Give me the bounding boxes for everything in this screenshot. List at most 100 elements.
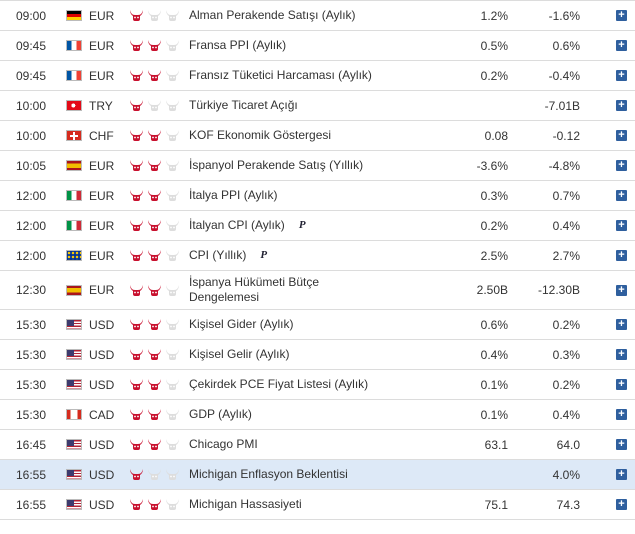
event-cell[interactable]: Kişisel Gelir (Aylık) — [189, 340, 459, 369]
event-time: 10:00 — [16, 98, 47, 113]
bull-icon — [130, 469, 143, 480]
event-time: 15:30 — [16, 377, 47, 392]
event-name[interactable]: Kişisel Gider (Aylık) — [189, 317, 294, 331]
importance-rating — [128, 460, 188, 489]
plus-icon[interactable] — [616, 160, 627, 171]
currency-code: CHF — [89, 128, 114, 143]
plus-icon[interactable] — [616, 284, 627, 296]
plus-icon[interactable] — [616, 100, 627, 111]
forecast-value: -7.01B — [544, 98, 580, 113]
add-alert-cell[interactable] — [616, 430, 627, 459]
add-alert-cell[interactable] — [616, 181, 627, 210]
plus-icon[interactable] — [616, 319, 627, 330]
add-alert-cell[interactable] — [616, 370, 627, 399]
actual-value: 0.08 — [484, 128, 508, 143]
event-name[interactable]: Fransa PPI (Aylık) — [189, 38, 287, 52]
event-name[interactable]: Alman Perakende Satışı (Aylık) — [189, 8, 356, 22]
event-cell[interactable]: CPI (Yıllık) P — [189, 241, 459, 270]
actual-value: 0.4% — [480, 347, 508, 362]
event-name[interactable]: Fransız Tüketici Harcaması (Aylık) — [189, 68, 372, 82]
plus-icon[interactable] — [616, 499, 627, 510]
event-time: 15:30 — [16, 347, 47, 362]
preliminary-badge: P — [260, 249, 268, 261]
importance-rating — [128, 370, 188, 399]
country-flag-icon — [66, 151, 82, 180]
event-time: 15:30 — [16, 317, 47, 332]
importance-rating — [128, 430, 188, 459]
add-alert-cell[interactable] — [616, 31, 627, 60]
plus-icon[interactable] — [616, 439, 627, 450]
event-name[interactable]: İtalyan CPI (Aylık) — [189, 218, 285, 232]
event-cell[interactable]: Türkiye Ticaret Açığı — [189, 91, 459, 120]
plus-icon[interactable] — [616, 220, 627, 231]
add-alert-cell[interactable] — [616, 490, 627, 519]
event-name[interactable]: Michigan Enflasyon Beklentisi — [189, 467, 348, 481]
plus-icon[interactable] — [616, 70, 627, 81]
event-cell[interactable]: Kişisel Gider (Aylık) — [189, 310, 459, 339]
event-name[interactable]: Türkiye Ticaret Açığı — [189, 98, 298, 112]
plus-icon[interactable] — [616, 409, 627, 420]
table-row: 16:45 USD Chicago PMI 63.1 64.0 — [0, 430, 635, 460]
plus-icon[interactable] — [616, 40, 627, 51]
event-cell[interactable]: Chicago PMI — [189, 430, 459, 459]
event-time: 16:55 — [16, 497, 47, 512]
event-name[interactable]: CPI (Yıllık) — [189, 248, 247, 262]
plus-icon[interactable] — [616, 349, 627, 360]
event-cell[interactable]: Fransa PPI (Aylık) — [189, 31, 459, 60]
currency-code: EUR — [89, 8, 115, 23]
plus-icon[interactable] — [616, 250, 627, 261]
add-alert-cell[interactable] — [616, 1, 627, 30]
actual-value: -3.6% — [476, 158, 508, 173]
add-alert-cell[interactable] — [616, 121, 627, 150]
add-alert-cell[interactable] — [616, 271, 627, 309]
bull-icon — [130, 349, 143, 360]
event-cell[interactable]: İtalya PPI (Aylık) — [189, 181, 459, 210]
event-cell[interactable]: Michigan Enflasyon Beklentisi — [189, 460, 459, 489]
event-name[interactable]: İspanyol Perakende Satış (Yıllık) — [189, 158, 364, 172]
event-name[interactable]: Michigan Hassasiyeti — [189, 497, 302, 511]
add-alert-cell[interactable] — [616, 241, 627, 270]
table-row: 12:00 EUR CPI (Yıllık) P 2.5% 2.7% — [0, 241, 635, 271]
event-name[interactable]: İtalya PPI (Aylık) — [189, 188, 278, 202]
event-name[interactable]: İspanya Hükümeti Bütçe Dengelemesi — [189, 275, 320, 304]
plus-icon[interactable] — [616, 190, 627, 201]
event-cell[interactable]: Alman Perakende Satışı (Aylık) — [189, 1, 459, 30]
importance-rating — [128, 490, 188, 519]
add-alert-cell[interactable] — [616, 400, 627, 429]
plus-icon[interactable] — [616, 10, 627, 21]
event-cell[interactable]: İtalyan CPI (Aylık) P — [189, 211, 459, 240]
event-cell[interactable]: KOF Ekonomik Göstergesi — [189, 121, 459, 150]
event-cell[interactable]: Fransız Tüketici Harcaması (Aylık) — [189, 61, 459, 90]
event-name[interactable]: KOF Ekonomik Göstergesi — [189, 128, 332, 142]
add-alert-cell[interactable] — [616, 340, 627, 369]
plus-icon[interactable] — [616, 469, 627, 480]
country-flag-icon — [66, 490, 82, 519]
event-cell[interactable]: Michigan Hassasiyeti — [189, 490, 459, 519]
plus-icon[interactable] — [616, 379, 627, 390]
bull-icon — [130, 190, 143, 201]
add-alert-cell[interactable] — [616, 151, 627, 180]
event-cell[interactable]: İspanya Hükümeti Bütçe Dengelemesi — [189, 271, 339, 309]
event-cell[interactable]: Çekirdek PCE Fiyat Listesi (Aylık) — [189, 370, 459, 399]
bull-icon — [166, 70, 179, 81]
event-name[interactable]: GDP (Aylık) — [189, 407, 252, 421]
bull-icon — [130, 10, 143, 21]
event-cell[interactable]: GDP (Aylık) — [189, 400, 459, 429]
bull-icon — [148, 70, 161, 81]
forecast-value: 4.0% — [552, 467, 580, 482]
add-alert-cell[interactable] — [616, 211, 627, 240]
event-cell[interactable]: İspanyol Perakende Satış (Yıllık) — [189, 151, 459, 180]
add-alert-cell[interactable] — [616, 460, 627, 489]
country-flag-icon — [66, 121, 82, 150]
event-name[interactable]: Kişisel Gelir (Aylık) — [189, 347, 290, 361]
actual-value: 75.1 — [484, 497, 508, 512]
table-row: 10:00 TRY Türkiye Ticaret Açığı -7.01B — [0, 91, 635, 121]
add-alert-cell[interactable] — [616, 310, 627, 339]
plus-icon[interactable] — [616, 130, 627, 141]
event-time: 12:00 — [16, 188, 47, 203]
event-name[interactable]: Chicago PMI — [189, 437, 258, 451]
currency-code: EUR — [89, 248, 115, 263]
add-alert-cell[interactable] — [616, 61, 627, 90]
add-alert-cell[interactable] — [616, 91, 627, 120]
event-name[interactable]: Çekirdek PCE Fiyat Listesi (Aylık) — [189, 377, 369, 391]
